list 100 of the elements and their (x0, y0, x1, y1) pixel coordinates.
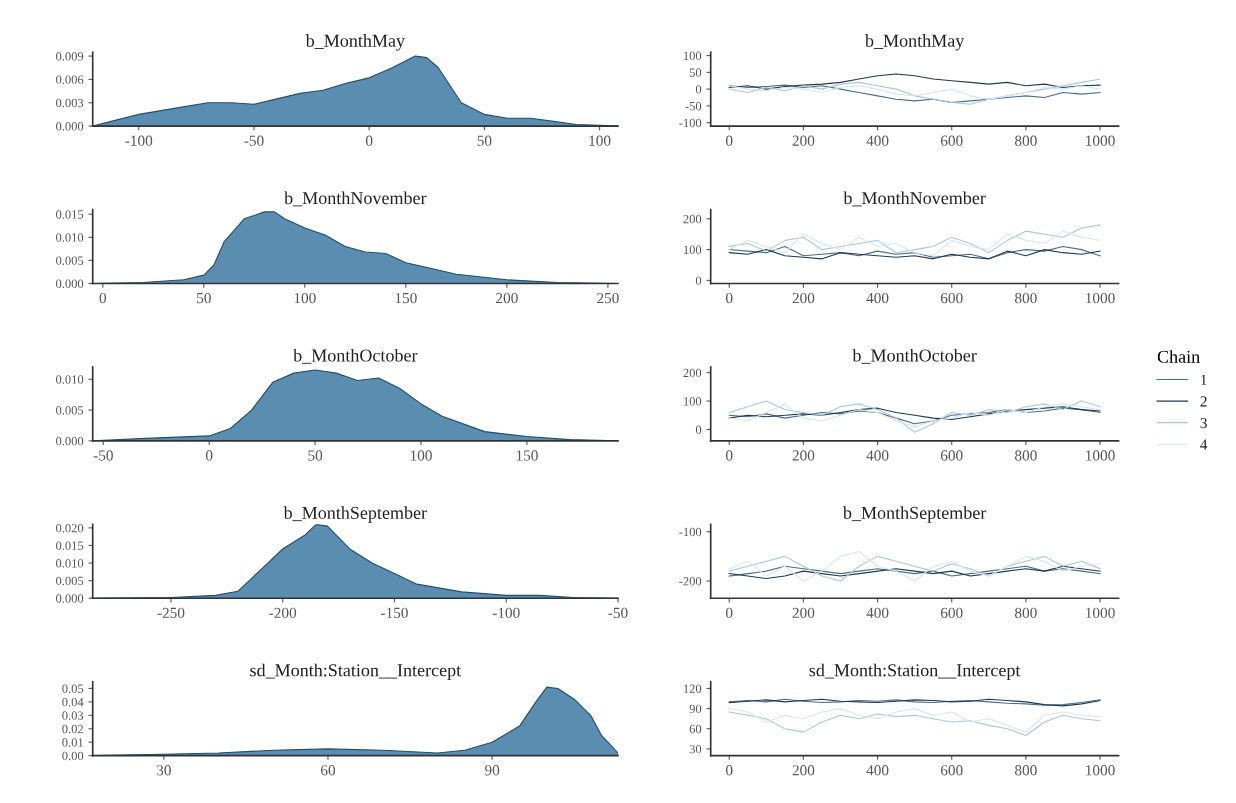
x-tick-label: 60 (321, 765, 336, 776)
chart-title: b_MonthOctober (293, 348, 418, 364)
x-tick-label: 600 (940, 765, 963, 776)
x-tick-label: -50 (608, 607, 628, 619)
y-tick-label: 100 (684, 51, 702, 61)
x-tick-label: -100 (125, 135, 153, 146)
x-tick-label: 200 (792, 607, 815, 619)
y-tick-label: 0.000 (56, 122, 84, 131)
y-tick-label: 200 (683, 368, 702, 378)
y-tick-label: 0.009 (56, 52, 84, 61)
x-tick-label: 200 (792, 450, 815, 461)
x-tick-label: 600 (940, 607, 963, 619)
y-tick-label: 90 (689, 704, 702, 714)
chart-title: b_MonthMay (864, 34, 965, 51)
y-tick-label: 0.02 (62, 724, 83, 734)
chart-title: b_MonthMay (305, 34, 405, 51)
x-tick-label: 150 (395, 292, 417, 304)
y-tick-label: 120 (684, 684, 702, 693)
x-tick-label: -50 (244, 135, 264, 146)
chart-title: b_MonthOctober (852, 348, 977, 364)
y-tick-label: -50 (685, 101, 702, 111)
line-series (728, 249, 1101, 260)
x-tick-label: 0 (99, 292, 107, 304)
x-tick-label: 200 (792, 765, 815, 776)
y-tick-label: 0.015 (56, 541, 84, 550)
x-tick-label: -150 (381, 607, 408, 619)
y-tick-label: 0.000 (56, 594, 84, 603)
x-tick-label: 50 (308, 450, 323, 461)
x-tick-label: 0 (726, 135, 733, 146)
y-tick-label: 0.015 (56, 210, 84, 219)
x-tick-label: 0 (726, 765, 733, 776)
chart-title: b_MonthNovember (284, 191, 427, 207)
x-tick-label: 150 (516, 450, 538, 461)
y-tick-label: 0.003 (56, 98, 84, 108)
x-tick-label: 100 (294, 292, 316, 304)
y-tick-label: 0.005 (56, 406, 84, 415)
x-tick-label: 400 (866, 135, 889, 146)
y-tick-label: 50 (689, 68, 702, 77)
x-tick-label: 50 (197, 292, 211, 304)
line-series (728, 406, 1101, 421)
x-tick-label: 800 (1015, 607, 1037, 619)
legend-label: 3 (1200, 417, 1207, 429)
line-series (728, 230, 1101, 257)
x-tick-label: 200 (792, 292, 815, 304)
chart-title: sd_Month:Station__Intercept (809, 663, 1021, 681)
x-tick-label: 1000 (1086, 292, 1115, 304)
x-tick-label: 800 (1015, 765, 1037, 776)
legend-label: 1 (1201, 374, 1207, 385)
y-tick-label: 0.005 (56, 256, 84, 265)
y-tick-label: 0.010 (56, 559, 84, 568)
x-tick-label: 100 (589, 135, 611, 146)
y-tick-label: 100 (684, 245, 702, 255)
x-tick-label: 800 (1015, 135, 1037, 146)
x-tick-label: 1000 (1086, 450, 1115, 461)
line-series (728, 73, 1101, 90)
x-tick-label: 800 (1015, 292, 1037, 304)
x-tick-label: 90 (485, 765, 500, 776)
legend-title: Chain (1157, 350, 1200, 363)
y-tick-label: -100 (679, 118, 702, 128)
y-tick-label: 0.000 (56, 436, 84, 446)
x-tick-label: 600 (940, 135, 963, 146)
y-tick-label: 0.04 (62, 697, 84, 707)
y-tick-label: 0.000 (56, 279, 84, 288)
y-tick-label: 100 (684, 397, 702, 406)
x-tick-label: -200 (269, 607, 297, 619)
x-tick-label: 30 (156, 765, 171, 776)
legend-label: 2 (1200, 396, 1207, 407)
x-tick-label: 400 (866, 292, 889, 304)
x-tick-label: 1000 (1086, 607, 1115, 619)
x-tick-label: -250 (157, 607, 185, 619)
x-tick-label: 0 (726, 292, 733, 304)
chart-title: b_MonthNovember (843, 191, 986, 207)
y-tick-label: 0.005 (56, 576, 84, 586)
y-tick-label: 0.01 (62, 738, 83, 747)
y-tick-label: 60 (689, 724, 702, 734)
x-tick-label: 0 (205, 450, 213, 461)
x-tick-label: 0 (726, 607, 733, 619)
x-tick-label: 50 (477, 135, 492, 146)
y-tick-label: 0 (695, 425, 702, 434)
y-tick-label: 0.05 (62, 684, 84, 693)
x-tick-label: 400 (866, 450, 889, 461)
y-tick-label: 200 (683, 214, 702, 224)
x-tick-label: 600 (940, 450, 963, 461)
x-tick-label: 400 (866, 607, 889, 619)
line-series (728, 245, 1101, 260)
chart-title: b_MonthSeptember (842, 506, 987, 523)
chart-title: sd_Month:Station__Intercept (250, 663, 462, 681)
y-tick-label: 0.010 (56, 233, 84, 242)
y-tick-label: 0.010 (56, 375, 84, 384)
y-tick-label: 0.03 (62, 711, 84, 720)
x-tick-label: -100 (492, 607, 520, 619)
x-tick-label: 1000 (1086, 135, 1115, 146)
legend-label: 4 (1200, 439, 1208, 450)
y-tick-label: 0.006 (56, 75, 84, 84)
x-tick-label: 100 (410, 450, 432, 461)
x-tick-label: 0 (726, 450, 733, 461)
y-tick-label: -200 (679, 577, 702, 586)
x-tick-label: 200 (792, 135, 815, 146)
line-series (728, 224, 1101, 254)
x-tick-label: 600 (940, 292, 963, 304)
